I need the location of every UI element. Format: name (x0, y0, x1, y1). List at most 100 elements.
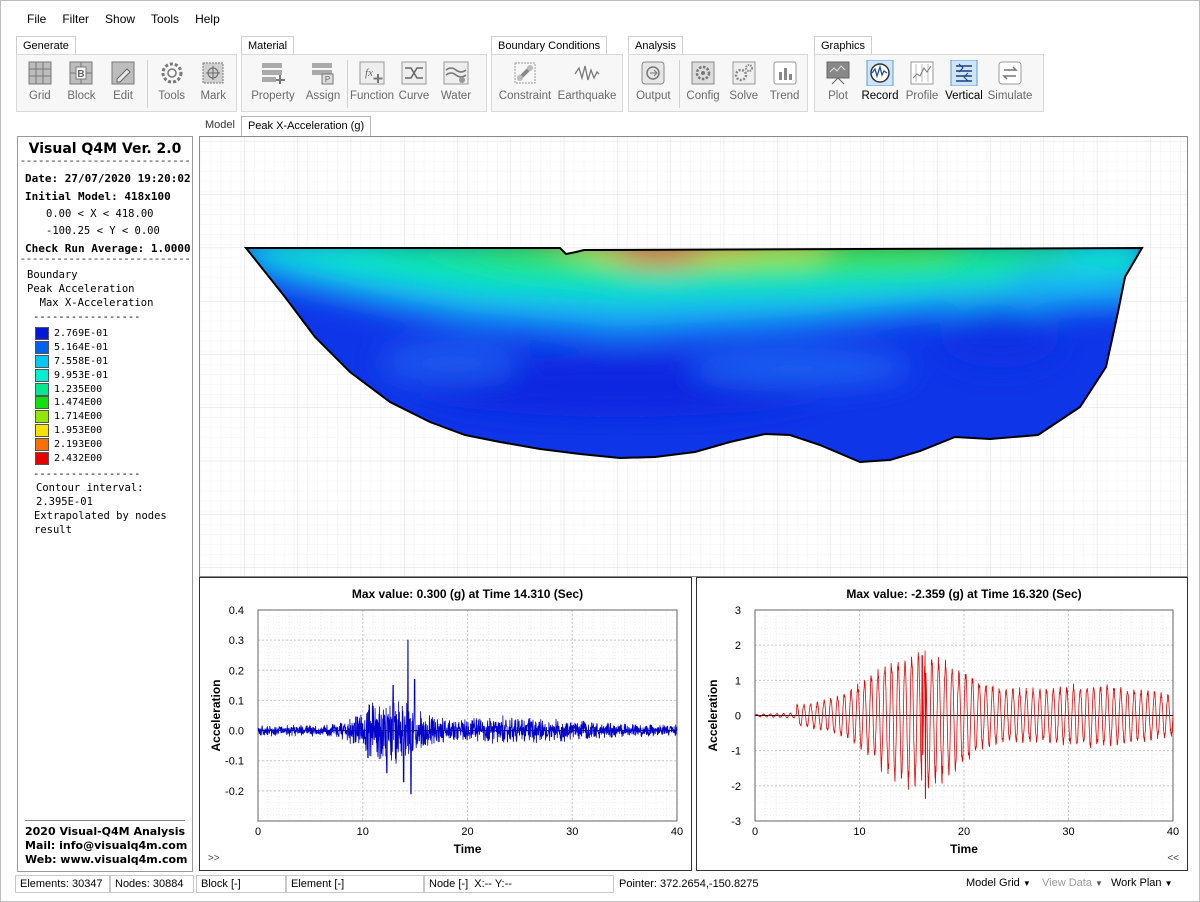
record-label: Record (861, 90, 899, 102)
config-button[interactable]: Config (683, 58, 724, 108)
legend-row: 2.193E00 (35, 437, 192, 451)
footer-copyright: 2020 Visual-Q4M Analysis (25, 825, 186, 838)
status-pointer: Pointer: 372.2654,-150.8275 (619, 878, 759, 890)
solve-button[interactable]: Solve (723, 58, 764, 108)
edit-button[interactable]: Edit (102, 58, 144, 108)
divider (25, 820, 185, 821)
block-label: Block (67, 90, 96, 102)
status-node: Node [-] X:-- Y:-- (424, 875, 614, 893)
contour-fill (246, 248, 1142, 462)
output-button[interactable]: Output (631, 58, 676, 108)
grid-button[interactable]: Grid (19, 58, 61, 108)
menu-tools[interactable]: Tools (151, 12, 180, 26)
y-tick-label: 1 (735, 675, 741, 687)
group-material-tab[interactable]: Material (241, 36, 295, 55)
grid-label: Grid (28, 90, 51, 102)
grid-icon (28, 61, 52, 85)
gear-icon (161, 62, 183, 84)
record-button[interactable]: Record (859, 58, 901, 108)
constraint-label: Constraint (498, 90, 552, 102)
earthquake-icon (574, 65, 600, 81)
work-plan-dropdown[interactable]: Work Plan ▼ (1111, 877, 1173, 889)
group-analysis-tab[interactable]: Analysis (628, 36, 683, 55)
water-button[interactable]: Water (435, 58, 477, 108)
legend-swatch (35, 368, 49, 382)
tab-model[interactable]: Model (205, 119, 235, 131)
output-icon (641, 61, 665, 85)
vertical-label: Vertical (945, 90, 983, 102)
trend-label: Trend (769, 90, 800, 102)
legend-row: 9.953E-01 (35, 368, 192, 382)
y-tick-label: 0.3 (229, 635, 244, 647)
profile-button[interactable]: Profile (901, 58, 943, 108)
plot-button[interactable]: Plot (817, 58, 859, 108)
menu-filter[interactable]: Filter (62, 12, 90, 26)
menu-show[interactable]: Show (105, 12, 136, 26)
group-boundary-tab[interactable]: Boundary Conditions (491, 36, 608, 55)
work-plan-label: Work Plan (1111, 877, 1162, 889)
status-block: Block [-] (196, 875, 286, 893)
vertical-button[interactable]: Vertical (943, 58, 985, 108)
output-label: Output (636, 90, 671, 102)
curve-button[interactable]: Curve (393, 58, 435, 108)
legend-label: 5.164E-01 (54, 342, 109, 354)
record-chart-left[interactable]: Max value: 0.300 (g) at Time 14.310 (Sec… (199, 577, 692, 871)
y-range: -100.25 < Y < 0.00 (46, 225, 160, 237)
collapse-chevron[interactable]: << (1167, 853, 1179, 864)
plot-icon (826, 61, 850, 85)
svg-text:fx: fx (365, 67, 373, 79)
property-button[interactable]: Property (244, 58, 302, 108)
trend-button[interactable]: Trend (764, 58, 805, 108)
y-tick-label: 0.1 (229, 695, 244, 707)
earthquake-button[interactable]: Earthquake (556, 58, 618, 108)
contour-interval: Contour interval: 2.395E-01 (36, 481, 144, 508)
info-line-boundary: Boundary (27, 269, 78, 281)
chevron-down-icon: ▼ (1164, 879, 1173, 888)
mark-button[interactable]: Mark (192, 58, 234, 108)
constraint-icon (514, 62, 536, 84)
contour-canvas (200, 137, 1187, 576)
separator (146, 60, 148, 108)
menu-help[interactable]: Help (195, 12, 220, 26)
chart-title: Max value: 0.300 (g) at Time 14.310 (Sec… (352, 587, 583, 601)
block-icon: B (69, 61, 93, 85)
model-grid-dropdown[interactable]: Model Grid ▼ (966, 877, 1031, 889)
acceleration-series (754, 650, 1174, 799)
expand-chevron[interactable]: >> (208, 853, 220, 864)
x-tick-label: 0 (255, 826, 261, 838)
tab-peak-x-acceleration[interactable]: Peak X-Acceleration (g) (240, 116, 372, 137)
view-data-dropdown[interactable]: View Data ▼ (1042, 877, 1103, 889)
model-grid-label: Model Grid (966, 877, 1020, 889)
legend-swatch (35, 396, 49, 410)
edit-icon (111, 61, 135, 85)
block-button[interactable]: B Block (61, 58, 103, 108)
y-tick-label: 2 (735, 640, 741, 652)
legend-row: 1.474E00 (35, 396, 192, 410)
model-contour-view[interactable] (199, 136, 1188, 577)
divider: ----------------- (33, 467, 141, 480)
assign-button[interactable]: P Assign (302, 58, 344, 108)
initial-model: Initial Model: 418x100 (25, 190, 171, 203)
status-bar: Elements: 30347 Nodes: 30884 Block [-] E… (1, 875, 1200, 895)
run-date: Date: 27/07/2020 19:20:02 (25, 172, 191, 185)
function-button[interactable]: fx Function (350, 58, 394, 108)
legend-label: 1.714E00 (54, 411, 103, 423)
menu-file[interactable]: File (27, 12, 47, 26)
y-tick-label: -2 (731, 781, 741, 793)
chevron-down-icon: ▼ (1095, 879, 1103, 888)
legend-label: 2.769E-01 (54, 328, 109, 340)
record-chart-right[interactable]: Max value: -2.359 (g) at Time 16.320 (Se… (696, 577, 1188, 871)
legend-row: 1.714E00 (35, 410, 192, 424)
legend-swatch (35, 354, 49, 368)
x-axis-label: Time (950, 842, 978, 856)
legend-swatch (35, 327, 49, 341)
legend-row: 5.164E-01 (35, 341, 192, 355)
simulate-button[interactable]: Simulate (985, 58, 1035, 108)
tools-button[interactable]: Tools (151, 58, 193, 108)
group-generate-tab[interactable]: Generate (16, 36, 76, 55)
group-graphics-tab[interactable]: Graphics (814, 36, 873, 55)
divider: ---------------------------- (19, 254, 191, 266)
constraint-button[interactable]: Constraint (494, 58, 556, 108)
record-icon (866, 60, 894, 86)
acceleration-chart-left: Max value: 0.300 (g) at Time 14.310 (Sec… (209, 587, 683, 856)
